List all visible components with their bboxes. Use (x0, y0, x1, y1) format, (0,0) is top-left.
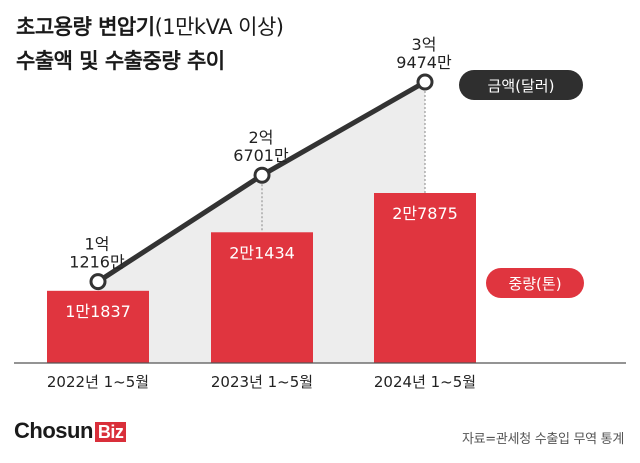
legend-weight-pill (486, 268, 584, 298)
amount-label-bottom-1: 1216만 (69, 253, 125, 272)
title-line-2: 수출액 및 수출중량 추이 (16, 49, 225, 73)
x-tick-label-2: 2023년 1~5월 (211, 373, 313, 391)
source-note: 자료=관세청 수출입 무역 통계 (461, 432, 624, 447)
title-main: 초고용량 변압기 (16, 15, 155, 39)
title-line-1: 초고용량 변압기(1만kVA 이상) (16, 10, 284, 44)
title-sub: (1만kVA 이상) (154, 15, 284, 39)
amount-label-bottom-2: 6701만 (233, 146, 289, 165)
legend-amount-pill (459, 70, 583, 100)
chart-title: 초고용량 변압기(1만kVA 이상) 수출액 및 수출중량 추이 (16, 10, 284, 78)
amount-label-top-3: 3억 (412, 35, 437, 54)
legend-weight-label: 중량(톤) (508, 275, 561, 293)
brand-logo: Chosun Biz (14, 418, 127, 444)
brand-main: Chosun (14, 418, 93, 443)
legend-amount-label: 금액(달러) (488, 77, 555, 95)
line-area (98, 82, 425, 363)
bar-label-2: 2만1434 (229, 243, 295, 262)
amount-label-top-2: 2억 (249, 128, 274, 147)
amount-point-1 (89, 273, 107, 291)
brand-accent: Biz (94, 422, 127, 442)
bar-2 (211, 232, 313, 363)
bar-label-1: 1만1837 (65, 302, 131, 321)
amount-label-bottom-3: 9474만 (396, 53, 452, 72)
amount-point-3 (416, 73, 434, 91)
x-tick-label-3: 2024년 1~5월 (374, 373, 476, 391)
amount-point-2 (253, 166, 271, 184)
bar-3 (374, 193, 476, 363)
amount-label-top-1: 1억 (85, 235, 110, 254)
bar-1 (47, 290, 149, 363)
x-tick-label-1: 2022년 1~5월 (47, 373, 149, 391)
bar-label-3: 2만7875 (392, 204, 458, 223)
